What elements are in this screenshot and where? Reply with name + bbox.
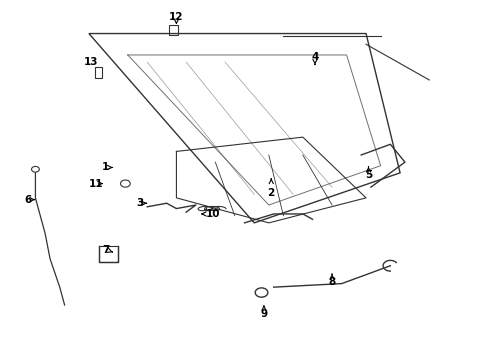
Text: 13: 13: [84, 57, 99, 67]
Text: 9: 9: [260, 306, 267, 319]
Text: 3: 3: [136, 198, 146, 208]
Text: 8: 8: [328, 274, 335, 287]
Text: 10: 10: [202, 209, 220, 219]
Text: 11: 11: [89, 179, 103, 189]
Text: 2: 2: [267, 179, 274, 198]
Bar: [169, 24, 178, 35]
Text: 5: 5: [364, 167, 371, 180]
Text: 1: 1: [102, 162, 112, 172]
Text: 4: 4: [311, 52, 318, 64]
Text: 7: 7: [102, 245, 112, 255]
Text: 12: 12: [169, 13, 183, 23]
Bar: [95, 67, 102, 78]
Text: 6: 6: [24, 195, 35, 204]
Bar: [99, 246, 118, 262]
